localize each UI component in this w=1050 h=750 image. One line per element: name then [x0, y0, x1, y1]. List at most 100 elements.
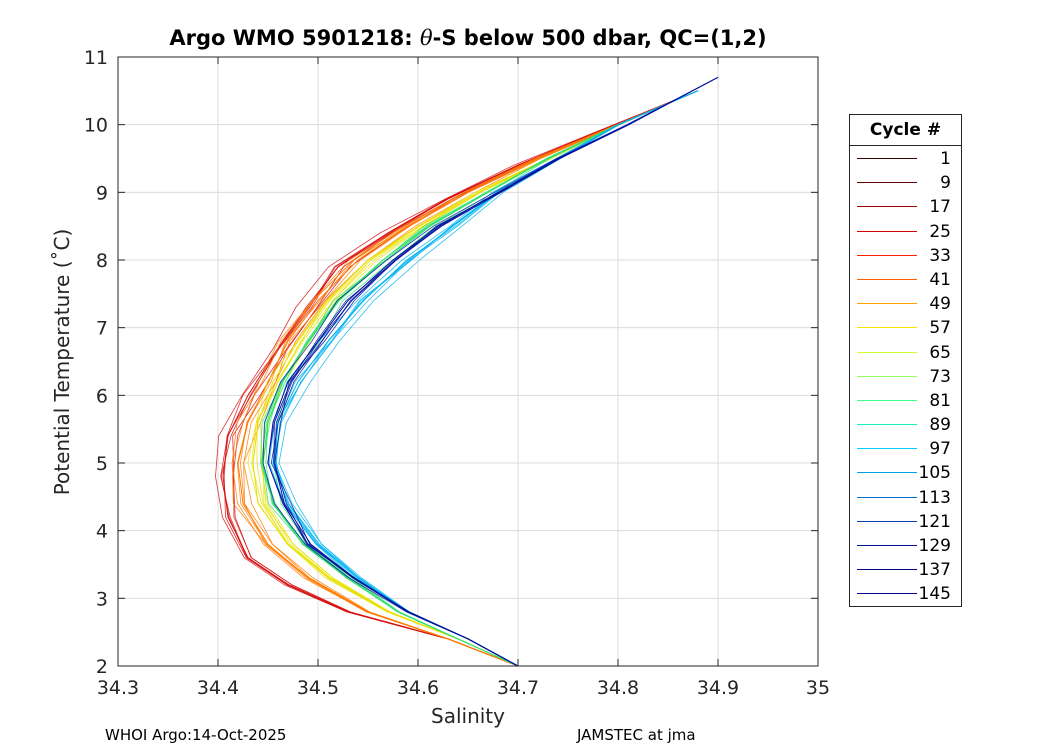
- legend-swatch: [857, 399, 917, 401]
- y-tick-label: 6: [96, 385, 108, 407]
- profile-line: [275, 90, 699, 667]
- plot-axes-box: [117, 56, 819, 667]
- legend-swatch: [857, 230, 917, 232]
- legend-label: 89: [929, 415, 951, 436]
- profile-line: [262, 90, 699, 667]
- legend-items: 1 9 17 25 33 41 49 57 65 73 81 89 97 105 113 121 129 137 1…: [850, 146, 961, 606]
- legend-swatch: [857, 206, 917, 208]
- chart-title-suffix: -S below 500 dbar, QC=(1,2): [432, 26, 767, 50]
- legend-label: 97: [929, 439, 951, 460]
- legend-label: 105: [918, 463, 951, 484]
- legend-item: 25: [850, 219, 961, 243]
- legend-label: 1: [940, 149, 951, 169]
- legend-label: 121: [918, 511, 951, 532]
- legend-item: 73: [850, 364, 961, 388]
- legend-swatch: [857, 375, 917, 377]
- y-axis-label: Potential Temperature (˚C): [50, 228, 74, 496]
- legend-label: 129: [918, 536, 951, 556]
- legend-label: 57: [929, 318, 951, 339]
- legend-item: 113: [850, 485, 961, 509]
- x-tick-label: 35: [806, 677, 830, 699]
- y-tick-label: 10: [84, 115, 108, 137]
- x-tick-label: 34.5: [297, 677, 339, 699]
- legend-label: 49: [929, 294, 951, 315]
- legend-swatch: [857, 472, 917, 474]
- legend-swatch: [857, 520, 917, 522]
- y-tick-label: 7: [96, 318, 108, 340]
- legend-label: 33: [929, 245, 951, 266]
- y-tick-label: 9: [96, 182, 108, 204]
- legend-item: 137: [850, 557, 961, 581]
- legend-swatch: [857, 545, 917, 546]
- profile-line: [243, 90, 699, 667]
- x-tick-label: 34.8: [597, 677, 639, 699]
- legend-item: 105: [850, 460, 961, 484]
- legend-title: Cycle #: [850, 115, 961, 146]
- footer-left: WHOI Argo:14-Oct-2025: [105, 726, 287, 744]
- profile-line: [231, 90, 699, 667]
- legend-item: 129: [850, 533, 961, 557]
- y-tick-label: 2: [96, 656, 108, 678]
- chart-title-prefix: Argo WMO 5901218:: [169, 26, 420, 50]
- profile-line: [247, 90, 699, 667]
- x-axis-label: Salinity: [431, 704, 505, 728]
- legend-label: 81: [929, 390, 951, 411]
- legend-item: 81: [850, 388, 961, 412]
- legend-swatch: [857, 158, 917, 159]
- legend-item: 41: [850, 267, 961, 291]
- axis-ticks: 34.3 34.4 34.5 34.6 34.7 34.8 34.9 35 2 3 4 5 6 7 8 9 10…: [84, 47, 830, 699]
- profile-lines: [215, 76, 719, 667]
- profile-line: [260, 90, 699, 667]
- y-tick-label: 5: [96, 453, 108, 475]
- legend-item: 57: [850, 315, 961, 339]
- legend-item: 145: [850, 581, 961, 605]
- legend-item: 97: [850, 436, 961, 460]
- legend-swatch: [857, 278, 917, 280]
- legend-item: 33: [850, 243, 961, 267]
- y-tick-label: 8: [96, 250, 108, 272]
- legend-swatch: [857, 303, 917, 305]
- legend-label: 65: [929, 342, 951, 363]
- legend-swatch: [857, 593, 917, 595]
- legend-swatch: [857, 182, 917, 184]
- legend-swatch: [857, 448, 917, 450]
- profile-line: [278, 90, 699, 667]
- legend-item: 121: [850, 509, 961, 533]
- legend-label: 137: [918, 560, 951, 581]
- footer-right: JAMSTEC at jma: [577, 726, 696, 744]
- y-tick-label: 4: [96, 521, 108, 543]
- chart-title-theta: θ: [419, 26, 433, 50]
- legend-swatch: [857, 569, 917, 571]
- x-tick-label: 34.3: [97, 677, 139, 699]
- profile-line: [215, 90, 699, 667]
- legend-label: 9: [940, 173, 951, 194]
- legend-swatch: [857, 327, 917, 329]
- x-tick-label: 34.6: [397, 677, 439, 699]
- legend-swatch: [857, 496, 917, 498]
- legend-item: 1: [850, 146, 961, 170]
- legend-label: 25: [929, 221, 951, 242]
- profile-line: [262, 76, 719, 667]
- legend-item: 65: [850, 340, 961, 364]
- x-tick-label: 34.9: [697, 677, 739, 699]
- legend: Cycle # 1 9 17 25 33 41 49 57 65 73 81 89 97 105 113 12…: [849, 114, 962, 607]
- plot-area-background: [118, 57, 818, 666]
- x-tick-label: 34.4: [197, 677, 239, 699]
- legend-label: 113: [918, 487, 951, 508]
- y-tick-label: 11: [84, 47, 108, 69]
- x-tick-label: 34.7: [497, 677, 539, 699]
- legend-label: 41: [929, 269, 951, 290]
- legend-item: 89: [850, 412, 961, 436]
- chart-title: Argo WMO 5901218: θ-S below 500 dbar, QC…: [118, 26, 818, 50]
- profile-line: [220, 90, 699, 667]
- legend-label: 73: [929, 366, 951, 387]
- y-tick-label: 3: [96, 588, 108, 610]
- legend-swatch: [857, 254, 917, 256]
- legend-item: 17: [850, 194, 961, 218]
- profile-line: [267, 76, 719, 667]
- legend-label: 17: [929, 197, 951, 218]
- profile-line: [239, 90, 699, 667]
- profile-line: [236, 90, 699, 667]
- legend-label: 145: [918, 584, 951, 605]
